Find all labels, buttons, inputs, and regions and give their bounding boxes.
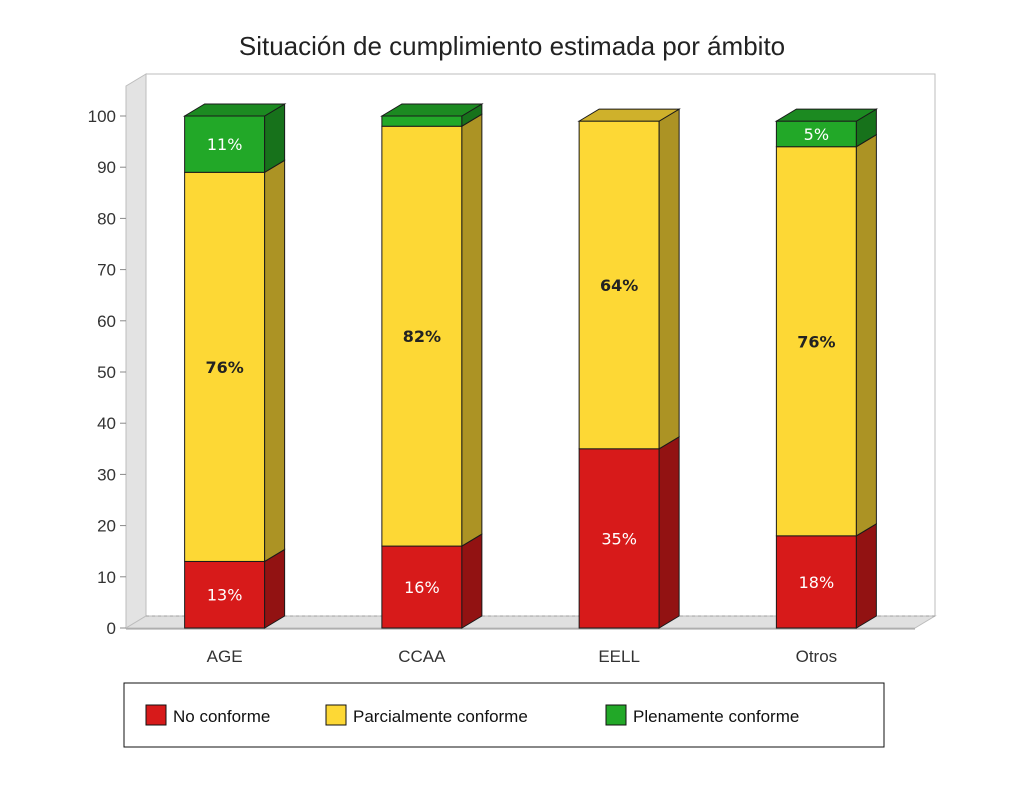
bar-front [381,545,463,629]
bar-top [577,108,681,122]
data-label: 18% [799,573,835,592]
legend-item: Parcialmente conforme [325,704,528,726]
data-label: 16% [404,578,440,597]
y-tick-label: 80 [97,209,116,228]
data-label: 76% [797,332,835,351]
bar-side [461,113,483,547]
legend-item: Plenamente conforme [605,704,799,726]
data-label: 13% [207,586,243,605]
chart-title: Situación de cumplimiento estimada por á… [239,31,785,61]
x-axis: AGE CCAA EELL Otros [207,647,837,666]
bar-side [855,522,877,629]
bar-side [855,133,877,537]
bar-side [658,435,680,629]
bar-segment: 16% [381,533,483,629]
bar-front [381,115,463,127]
bar-segment: 76% [184,159,286,563]
bar-side [658,108,680,450]
bar-front [381,125,463,547]
bars: 13% 76% 11% 16% 82% 35% 64% 18% 76% 5% [182,103,879,629]
bar-front [775,535,857,629]
x-tick-label: AGE [207,647,243,666]
bar-segment: 5% [775,108,877,148]
data-label: 5% [804,125,829,144]
y-tick-label: 70 [97,261,116,280]
data-label: 11% [207,135,243,154]
legend-label: Plenamente conforme [633,707,799,726]
bar-front [775,146,857,537]
y-tick-label: 10 [97,568,116,587]
bar-segment: 35% [578,435,680,629]
bar-front [184,171,266,562]
legend-label: Parcialmente conforme [353,707,528,726]
legend-swatch [145,704,167,726]
y-axis: 0 10 20 30 40 50 60 70 80 90 100 [88,107,126,638]
bar-segment: 82% [381,113,483,547]
bar-front [578,448,660,629]
bar-front [775,120,857,148]
bar-front [578,120,660,450]
legend-box [123,682,885,748]
x-tick-label: CCAA [398,647,446,666]
y-tick-label: 50 [97,363,116,382]
left-wall [125,73,147,629]
bar-top [380,103,484,117]
legend: No conforme Parcialmente conforme Plenamen… [123,682,885,748]
y-tick-label: 30 [97,465,116,484]
bar-segment: 11% [184,103,286,174]
legend-swatch [605,704,627,726]
y-tick-label: 100 [88,107,116,126]
legend-swatch [325,704,347,726]
legend-label: No conforme [173,707,270,726]
y-tick-label: 90 [97,158,116,177]
bar-front [184,115,266,173]
bar-front [184,560,266,629]
bar-segment: 76% [775,133,877,537]
x-tick-label: EELL [598,647,640,666]
bar-segment: 64% [578,108,680,450]
bar-side [264,159,286,563]
bar-side [461,533,483,629]
y-tick-label: 60 [97,312,116,331]
data-label: 35% [601,529,637,548]
data-label: 82% [403,327,441,346]
bar-segment: 13% [184,548,286,629]
data-label: 64% [600,276,638,295]
bar-segment: 18% [775,522,877,629]
bar-side [264,548,286,629]
bar-top [774,108,879,122]
bar-top [182,103,287,117]
x-tick-label: Otros [796,647,838,666]
y-tick-label: 40 [97,414,116,433]
data-label: 76% [205,358,243,377]
legend-item: No conforme [145,704,270,726]
y-tick-label: 0 [107,619,116,638]
y-tick-label: 20 [97,517,116,536]
